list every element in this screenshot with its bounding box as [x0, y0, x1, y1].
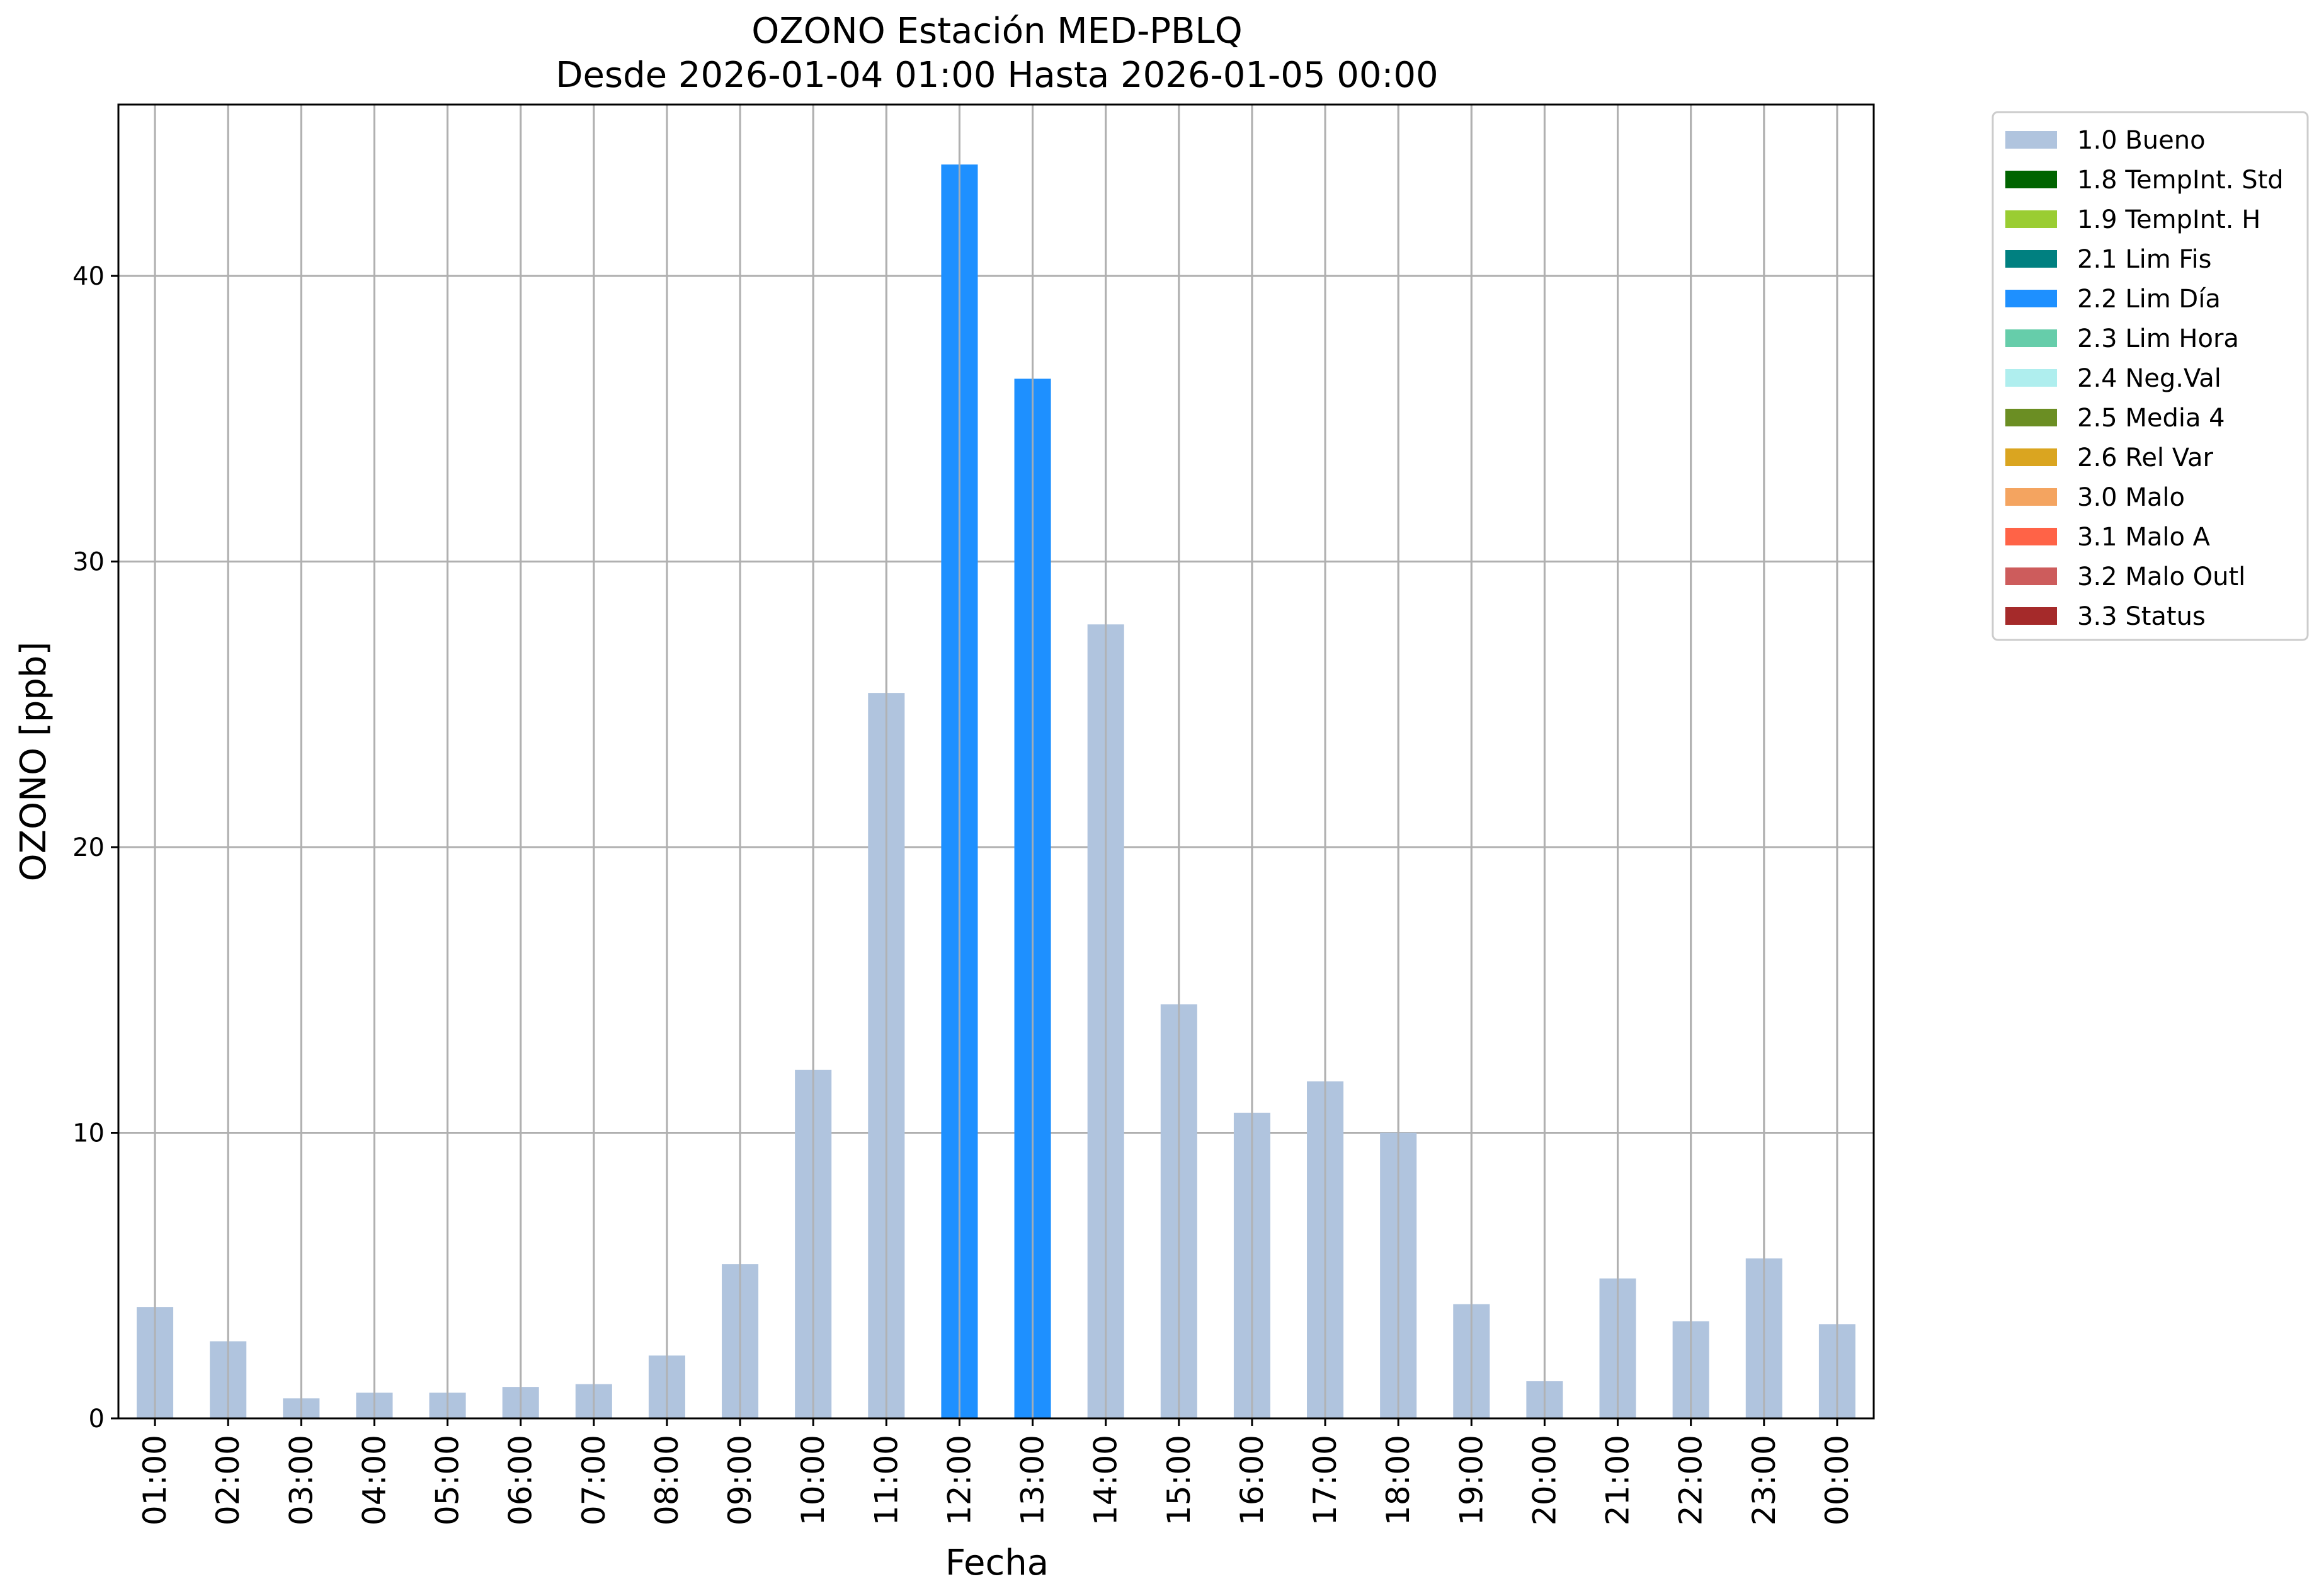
- x-tick-label: 11:00: [868, 1435, 904, 1525]
- y-tick-label: 40: [72, 262, 105, 291]
- x-axis-ticks: 01:00 02:00 03:00 04:00 05:00 06:00 07:00 08:00…: [137, 1418, 1855, 1525]
- legend-label: 3.3 Status: [2077, 602, 2206, 631]
- legend-label: 1.0 Bueno: [2077, 126, 2206, 155]
- legend-swatch: [2005, 131, 2057, 149]
- chart-subtitle: Desde 2026-01-04 01:00 Hasta 2026-01-05 …: [556, 55, 1438, 96]
- x-tick-label: 22:00: [1673, 1435, 1709, 1525]
- legend-swatch: [2005, 528, 2057, 545]
- legend-label: 2.5 Media 4: [2077, 404, 2225, 433]
- x-tick-label: 10:00: [795, 1435, 831, 1525]
- legend-label: 2.6 Rel Var: [2077, 443, 2214, 472]
- x-tick-label: 20:00: [1526, 1435, 1563, 1525]
- chart-title: OZONO Estación MED-PBLQ: [751, 11, 1243, 52]
- legend-swatch: [2005, 250, 2057, 268]
- x-tick-label: 13:00: [1015, 1435, 1051, 1525]
- x-tick-label: 04:00: [356, 1435, 392, 1525]
- legend-label: 2.4 Neg.Val: [2077, 364, 2221, 393]
- legend-label: 1.8 TempInt. Std: [2077, 166, 2284, 195]
- x-tick-label: 03:00: [283, 1435, 319, 1525]
- legend-swatch: [2005, 210, 2057, 228]
- legend-swatch: [2005, 329, 2057, 347]
- x-tick-label: 00:00: [1819, 1435, 1855, 1525]
- legend-swatch: [2005, 607, 2057, 625]
- x-tick-label: 19:00: [1453, 1435, 1490, 1525]
- x-tick-label: 12:00: [941, 1435, 977, 1525]
- y-tick-label: 20: [72, 833, 105, 862]
- x-tick-label: 02:00: [210, 1435, 246, 1525]
- legend: 1.0 Bueno 1.8 TempInt. Std 1.9 TempInt. H 2…: [1991, 111, 2309, 641]
- legend-frame: [1991, 111, 2309, 641]
- legend-label: 3.2 Malo Outl: [2077, 562, 2245, 591]
- x-tick-label: 14:00: [1088, 1435, 1124, 1525]
- legend-label: 2.3 Lim Hora: [2077, 324, 2239, 353]
- legend-swatch: [2005, 567, 2057, 585]
- gridlines-over-bars: [154, 105, 1838, 1418]
- legend-swatch: [2005, 488, 2057, 506]
- y-axis-ticks: 0 10 20 30 40: [72, 262, 118, 1434]
- y-tick-label: 10: [72, 1119, 105, 1148]
- x-tick-label: 16:00: [1234, 1435, 1270, 1525]
- legend-label: 3.0 Malo: [2077, 483, 2185, 512]
- legend-label: 2.1 Lim Fis: [2077, 245, 2211, 274]
- x-tick-label: 21:00: [1600, 1435, 1636, 1525]
- x-tick-label: 06:00: [503, 1435, 539, 1525]
- y-axis-label: OZONO [ppb]: [13, 642, 54, 882]
- legend-swatch: [2005, 369, 2057, 387]
- x-tick-label: 05:00: [430, 1435, 466, 1525]
- x-axis-label: Fecha: [945, 1542, 1049, 1583]
- legend-label: 1.9 TempInt. H: [2077, 205, 2260, 234]
- y-tick-label: 0: [89, 1405, 105, 1434]
- x-tick-label: 15:00: [1161, 1435, 1197, 1525]
- legend-swatch: [2005, 448, 2057, 466]
- x-tick-label: 07:00: [576, 1435, 612, 1525]
- legend-swatch: [2005, 290, 2057, 307]
- x-tick-label: 08:00: [649, 1435, 685, 1525]
- legend-swatch: [2005, 409, 2057, 426]
- x-tick-label: 01:00: [137, 1435, 173, 1525]
- x-tick-label: 23:00: [1746, 1435, 1782, 1525]
- y-tick-label: 30: [72, 548, 105, 577]
- legend-label: 2.2 Lim Día: [2077, 285, 2221, 314]
- legend-label: 3.1 Malo A: [2077, 523, 2211, 552]
- legend-swatch: [2005, 171, 2057, 188]
- x-tick-label: 09:00: [722, 1435, 758, 1525]
- x-tick-label: 17:00: [1307, 1435, 1343, 1525]
- x-tick-label: 18:00: [1380, 1435, 1416, 1525]
- plot-frame: [117, 103, 1875, 1420]
